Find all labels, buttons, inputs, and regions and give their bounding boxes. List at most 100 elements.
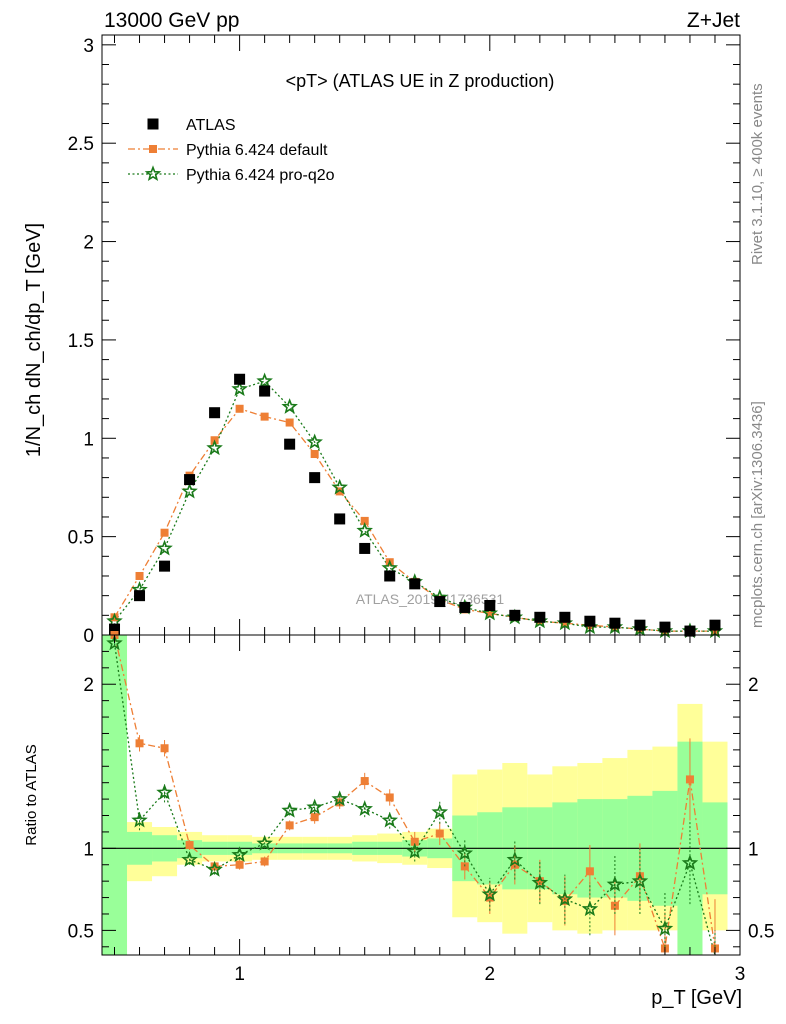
ratio-ytick-label-right-1: 1 — [748, 839, 759, 860]
ratio-point-pythia-6-424-default-5 — [235, 860, 244, 869]
ratio-point-pythia-6-424-pro-q2o-7 — [281, 801, 298, 818]
ratio-point-pythia-6-424-pro-q2o-23 — [681, 854, 699, 871]
ratio-point-pythia-6-424-pro-q2o-21 — [631, 872, 649, 889]
mcplots-reference-label: mcplots.cern.ch [arXiv:1306.3436] — [749, 401, 766, 628]
main-point-atlas-13 — [434, 596, 446, 608]
main-point-atlas-2 — [159, 560, 171, 572]
main-point-pythia-6-424-pro-q2o-2 — [156, 539, 173, 556]
main-point-atlas-9 — [334, 513, 346, 525]
ratio-point-pythia-6-424-pro-q2o-16 — [506, 851, 524, 867]
ratio-point-pythia-6-424-default-23 — [685, 775, 694, 784]
x-tick-label-2: 3 — [735, 964, 746, 985]
main-point-pythia-6-424-pro-q2o-8 — [306, 433, 323, 450]
ratio-point-pythia-6-424-default-19 — [585, 867, 594, 876]
energy-label: 13000 GeV pp — [104, 9, 239, 32]
legend-marker-atlas — [147, 118, 159, 130]
ratio-point-pythia-6-424-pro-q2o-2 — [156, 783, 173, 800]
legend: ATLAS Pythia 6.424 default Pythia 6.424 … — [128, 117, 335, 184]
main-y-axis-label: 1/N_ch dN_ch/dp_T [GeV] — [23, 223, 45, 457]
main-ytick-label-0: 0 — [83, 626, 94, 647]
main-point-atlas-17 — [534, 611, 546, 623]
main-point-pythia-6-424-default-15 — [485, 609, 494, 618]
main-point-pythia-6-424-pro-q2o-9 — [331, 478, 348, 495]
ratio-band-green-0 — [102, 635, 128, 955]
legend-symbol-0 — [147, 118, 159, 130]
main-point-atlas-19 — [584, 615, 596, 627]
main-point-atlas-7 — [284, 438, 296, 450]
legend-label-pythia-pro-q2o: Pythia 6.424 pro-q2o — [186, 167, 335, 184]
main-point-atlas-10 — [359, 542, 371, 554]
ratio-panel — [102, 635, 740, 955]
ratio-point-pythia-6-424-pro-q2o-9 — [331, 790, 348, 807]
analysis-watermark: ATLAS_2019_I1736531 — [356, 591, 505, 607]
main-point-atlas-5 — [234, 373, 246, 385]
main-point-pythia-6-424-default-0 — [110, 613, 119, 622]
main-point-atlas-11 — [384, 570, 396, 582]
main-point-atlas-16 — [509, 609, 521, 621]
ratio-point-pythia-6-424-default-17 — [535, 877, 544, 886]
legend-label-atlas: ATLAS — [186, 117, 236, 134]
ratio-point-pythia-6-424-pro-q2o-14 — [456, 844, 474, 861]
main-point-atlas-3 — [184, 474, 196, 486]
ratio-point-pythia-6-424-default-16 — [510, 860, 519, 869]
main-ytick-label-5: 2.5 — [68, 134, 94, 155]
main-point-pythia-6-424-pro-q2o-5 — [231, 380, 248, 397]
main-ytick-label-6: 3 — [83, 36, 94, 57]
main-point-atlas-6 — [259, 385, 271, 397]
ratio-ytick-label-right-0: 0.5 — [748, 921, 774, 942]
main-point-pythia-6-424-pro-q2o-15 — [481, 604, 499, 621]
ratio-point-pythia-6-424-pro-q2o-1 — [131, 811, 148, 828]
ratio-y-axis-label: Ratio to ATLAS — [23, 744, 40, 845]
ratio-point-pythia-6-424-default-7 — [285, 821, 294, 830]
ratio-frame — [101, 634, 741, 956]
main-point-atlas-8 — [309, 472, 321, 484]
main-point-pythia-6-424-pro-q2o-10 — [356, 522, 373, 538]
main-point-pythia-6-424-pro-q2o-6 — [256, 372, 273, 389]
ratio-point-pythia-6-424-pro-q2o-12 — [406, 842, 424, 859]
main-point-atlas-12 — [409, 578, 421, 590]
main-point-pythia-6-424-pro-q2o-7 — [281, 398, 298, 414]
ratio-point-pythia-6-424-default-13 — [435, 829, 444, 838]
main-point-pythia-6-424-default-8 — [310, 450, 319, 459]
main-point-pythia-6-424-default-6 — [260, 412, 269, 421]
ratio-ytick-label-left-0: 0.5 — [68, 921, 94, 942]
main-ytick-label-3: 1.5 — [68, 331, 94, 352]
main-point-pythia-6-424-default-10 — [360, 516, 369, 525]
ratio-point-pythia-6-424-pro-q2o-15 — [481, 885, 499, 902]
main-point-pythia-6-424-pro-q2o-3 — [181, 482, 198, 499]
ratio-point-pythia-6-424-pro-q2o-0 — [106, 634, 123, 651]
ratio-point-pythia-6-424-pro-q2o-13 — [431, 803, 449, 820]
ratio-point-pythia-6-424-pro-q2o-20 — [606, 875, 624, 892]
ratio-point-pythia-6-424-pro-q2o-10 — [356, 800, 373, 816]
ratio-point-pythia-6-424-pro-q2o-6 — [256, 834, 273, 851]
main-point-pythia-6-424-default-9 — [335, 487, 344, 496]
ratio-ytick-label-left-1: 1 — [83, 839, 94, 860]
main-point-pythia-6-424-default-2 — [160, 528, 169, 537]
ratio-ytick-label-left-2: 2 — [83, 675, 94, 696]
main-point-pythia-6-424-default-7 — [285, 418, 294, 427]
ratio-point-pythia-6-424-default-11 — [385, 793, 394, 802]
main-point-pythia-6-424-default-18 — [560, 619, 569, 628]
ratio-point-pythia-6-424-pro-q2o-17 — [531, 874, 549, 890]
legend-marker-pythia-default — [128, 145, 178, 153]
main-point-pythia-6-424-default-5 — [235, 404, 244, 413]
main-point-atlas-14 — [459, 601, 471, 613]
rivet-version-label: Rivet 3.1.10, ≥ 400k events — [749, 83, 766, 265]
legend-label-pythia-default: Pythia 6.424 default — [186, 142, 328, 159]
main-point-atlas-4 — [209, 407, 221, 419]
ratio-point-pythia-6-424-pro-q2o-22 — [656, 920, 674, 936]
main-chart-title: <pT> (ATLAS UE in Z production) — [286, 71, 555, 91]
ratio-point-pythia-6-424-default-12 — [410, 837, 419, 846]
legend-symbol-2 — [144, 165, 162, 182]
main-ytick-label-1: 0.5 — [68, 528, 94, 549]
ratio-ytick-label-right-2: 2 — [748, 675, 759, 696]
ratio-point-pythia-6-424-pro-q2o-19 — [581, 900, 599, 917]
ratio-point-pythia-6-424-pro-q2o-3 — [181, 851, 198, 867]
main-point-atlas-15 — [484, 599, 496, 611]
ratio-point-pythia-6-424-pro-q2o-8 — [306, 798, 323, 815]
x-tick-label-1: 2 — [485, 964, 496, 985]
ratio-point-pythia-6-424-default-3 — [185, 841, 194, 850]
ratio-point-pythia-6-424-pro-q2o-5 — [231, 846, 248, 862]
main-point-atlas-24 — [709, 619, 721, 631]
